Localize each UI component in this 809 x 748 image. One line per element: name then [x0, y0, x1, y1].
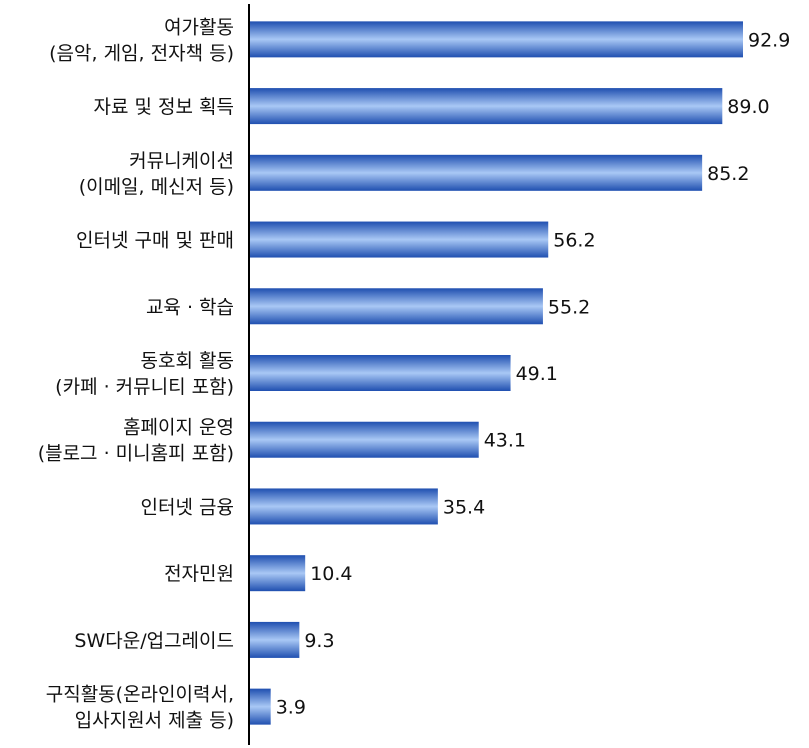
bar-value-label: 85.2 — [707, 163, 749, 185]
bar — [250, 555, 306, 592]
bar — [250, 488, 438, 525]
bar-value-label: 10.4 — [310, 563, 352, 585]
bar — [250, 621, 300, 658]
bar-value-label: 9.3 — [304, 630, 334, 652]
category-label: 전자민원 — [164, 563, 234, 585]
bar — [250, 688, 271, 725]
value-labels-group: 92.9 89.0 85.2 56.2 55.2 49.1 43.1 35.4 10.4 9.3 3… — [276, 29, 791, 718]
bar-value-label: 56.2 — [553, 230, 595, 252]
category-label: (음악, 게임, 전자책 등) — [49, 42, 234, 64]
category-label: SW다운/업그레이드 — [74, 630, 234, 652]
category-label: 입사지원서 제출 등) — [75, 710, 234, 732]
bar — [250, 21, 743, 58]
category-label: 동호회 활동 — [141, 350, 234, 372]
category-label: 홈페이지 운영 — [123, 417, 234, 439]
bar — [250, 355, 511, 391]
category-label: 구직활동(온라인이력서, — [46, 684, 234, 706]
bar-value-label: 49.1 — [516, 363, 558, 385]
category-label: 인터넷 구매 및 판매 — [76, 230, 234, 252]
bar-value-label: 92.9 — [748, 29, 790, 51]
category-label: 여가활동 — [164, 16, 234, 38]
bar-value-label: 3.9 — [276, 697, 306, 719]
category-label: 자료 및 정보 획득 — [94, 96, 234, 118]
category-label: 인터넷 금융 — [141, 496, 234, 518]
bar-value-label: 89.0 — [727, 96, 769, 118]
bar — [250, 221, 549, 258]
bar — [250, 421, 479, 458]
bar-value-label: 55.2 — [548, 296, 590, 318]
bars-group — [250, 21, 743, 725]
bar-value-label: 35.4 — [443, 496, 485, 518]
category-label: 교육 · 학습 — [146, 296, 234, 318]
category-label: (블로그 · 미니홈피 포함) — [38, 443, 234, 465]
bar — [250, 288, 543, 325]
category-label: (카페 · 커뮤니티 포함) — [55, 376, 234, 398]
category-label: 커뮤니케이션 — [129, 150, 234, 172]
bar-value-label: 43.1 — [484, 430, 526, 452]
bar — [250, 88, 723, 125]
bar — [250, 154, 703, 191]
category-label: (이메일, 메신저 등) — [79, 176, 234, 198]
